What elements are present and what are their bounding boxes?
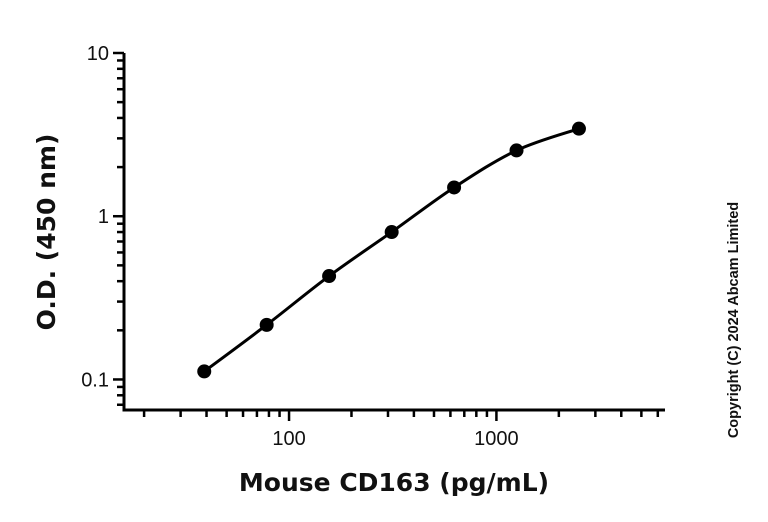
- data-point-marker: [384, 225, 399, 240]
- y-axis: 0.1 1 10: [81, 43, 126, 412]
- data-point-marker: [447, 180, 462, 195]
- data-point-marker: [509, 143, 524, 158]
- y-tick-label: 1: [98, 206, 109, 228]
- data-point-marker: [259, 317, 274, 332]
- x-tick-label: 100: [272, 428, 305, 450]
- data-points: [197, 121, 586, 379]
- data-point-marker: [571, 121, 586, 136]
- data-point-marker: [197, 364, 212, 379]
- data-point-marker: [322, 269, 337, 284]
- y-axis-title: O.D. (450 nm): [32, 134, 61, 331]
- fit-curve: [202, 127, 581, 373]
- x-axis-title: Mouse CD163 (pg/mL): [239, 468, 549, 497]
- y-tick-label: 0.1: [81, 369, 109, 391]
- copyright-notice: Copyright (C) 2024 Abcam Limited: [726, 202, 742, 438]
- y-tick-label: 10: [87, 43, 109, 65]
- x-axis: 100 1000: [122, 408, 665, 450]
- x-tick-label: 1000: [474, 428, 519, 450]
